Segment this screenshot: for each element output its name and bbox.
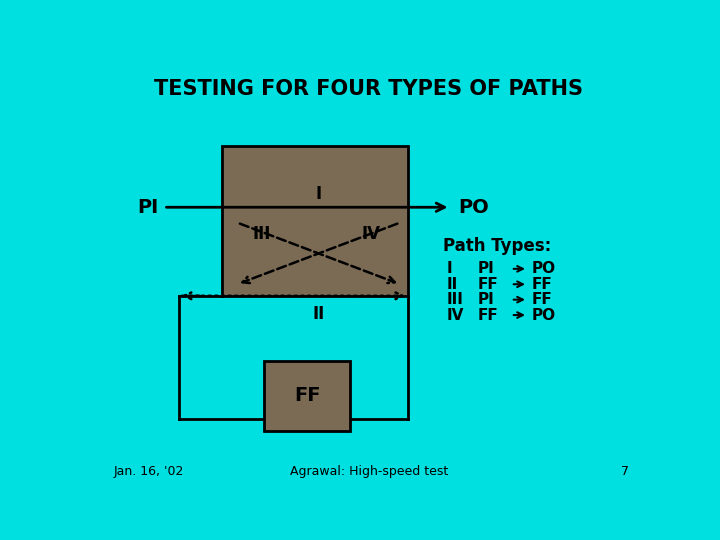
Text: I: I bbox=[315, 185, 322, 204]
Text: Agrawal: High-speed test: Agrawal: High-speed test bbox=[290, 465, 448, 478]
Text: II: II bbox=[446, 276, 458, 292]
Text: PO: PO bbox=[458, 198, 489, 217]
Text: 7: 7 bbox=[621, 465, 629, 478]
Text: IV: IV bbox=[446, 308, 464, 322]
Text: PO: PO bbox=[532, 261, 556, 276]
Text: Jan. 16, '02: Jan. 16, '02 bbox=[113, 465, 184, 478]
Text: FF: FF bbox=[532, 276, 552, 292]
Text: FF: FF bbox=[294, 387, 320, 406]
Text: PI: PI bbox=[477, 292, 494, 307]
Text: Path Types:: Path Types: bbox=[443, 237, 551, 255]
Text: PO: PO bbox=[532, 308, 556, 322]
Bar bbox=[222, 146, 408, 296]
Text: III: III bbox=[446, 292, 464, 307]
Bar bbox=[264, 361, 350, 430]
Text: PI: PI bbox=[138, 198, 158, 217]
Text: PI: PI bbox=[477, 261, 494, 276]
Text: FF: FF bbox=[477, 308, 498, 322]
Text: I: I bbox=[446, 261, 452, 276]
Text: III: III bbox=[253, 225, 271, 243]
Text: FF: FF bbox=[477, 276, 498, 292]
Text: II: II bbox=[312, 305, 325, 323]
Text: IV: IV bbox=[361, 225, 381, 243]
Text: TESTING FOR FOUR TYPES OF PATHS: TESTING FOR FOUR TYPES OF PATHS bbox=[155, 79, 583, 99]
Text: FF: FF bbox=[532, 292, 552, 307]
